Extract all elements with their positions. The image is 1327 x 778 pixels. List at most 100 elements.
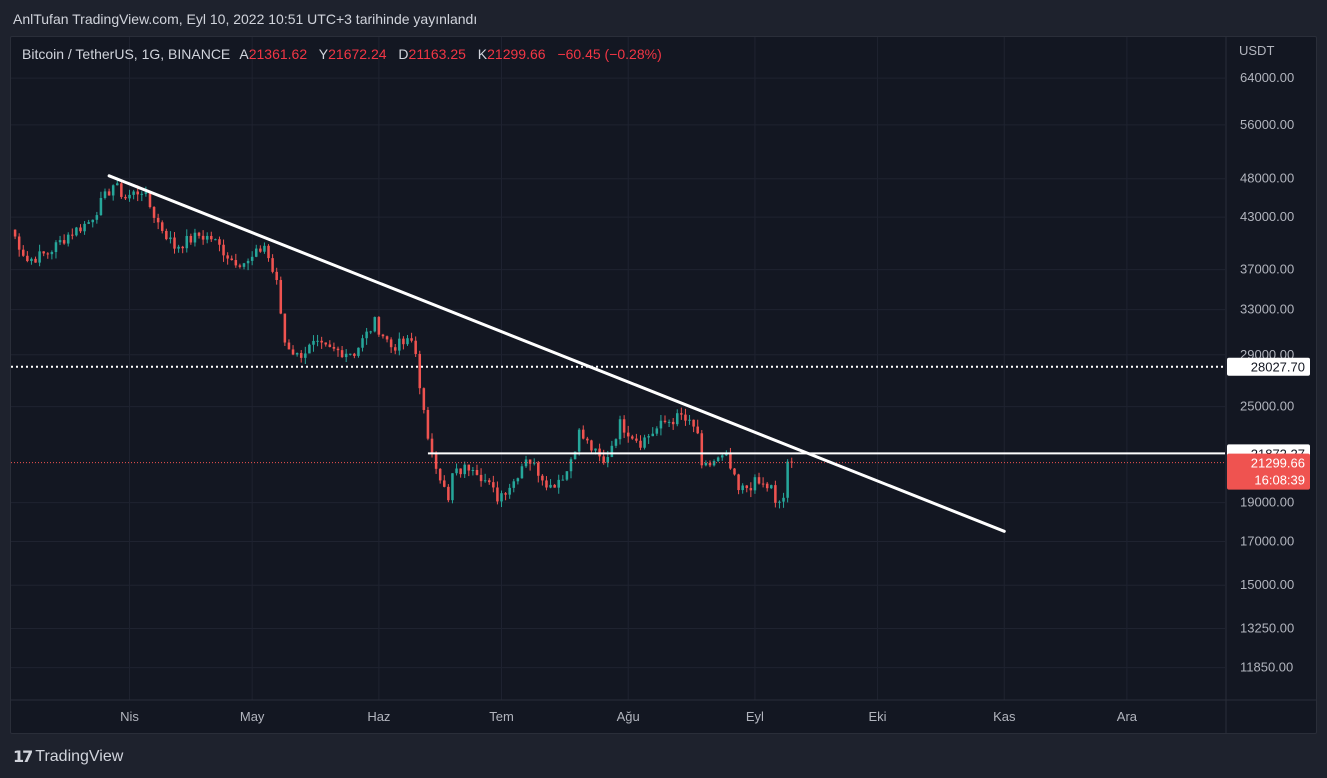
candle-body [410,338,413,341]
candle-body [586,438,589,441]
candle-body [111,185,115,196]
candle-body [406,338,409,345]
candle-body [205,235,209,240]
candle-body [116,183,119,186]
candle-body [639,440,642,448]
candle-body [17,236,21,250]
candle-body [246,260,250,264]
x-tick-label: Eyl [746,709,764,724]
candle-body [782,497,785,502]
candle-body [83,223,86,232]
candle-body [426,409,430,439]
candle-body [58,240,62,243]
open-value: 21361.62 [248,46,308,62]
candle-body [761,483,765,485]
candle-body [602,456,605,463]
candle-body [610,445,614,458]
candle-body [581,429,585,439]
publish-bar: AnlTufan TradingView.com, Eyl 10, 2022 1… [0,0,1327,36]
candle-body [389,339,393,348]
candle-body [91,219,95,223]
candle-body [487,480,491,483]
candle-body [528,459,532,464]
candle-body [144,192,148,194]
candle-body [373,317,377,332]
candle-body [659,420,663,429]
candle-body [541,475,544,481]
candle-body [684,414,687,421]
candle-body [483,480,487,482]
candle-body [765,483,769,489]
chart-frame [10,36,1317,734]
candle-body [749,488,753,491]
tradingview-brand: TradingView [35,747,124,765]
high-value: 21672.24 [328,46,387,62]
y-tick-label: 17000.00 [1240,533,1294,548]
candle-body [537,462,540,476]
candle-body [471,469,475,471]
low-label: D [398,46,409,62]
y-tick-label: 25000.00 [1240,399,1294,414]
candle-body [770,485,773,489]
candle-body [79,227,82,232]
y-tick-label: 48000.00 [1240,171,1294,186]
candle-body [565,471,569,480]
candle-body [210,235,213,240]
candle-body [132,191,135,195]
y-tick-label: 33000.00 [1240,302,1294,317]
candle-body [561,479,565,481]
symbol-legend: Bitcoin / TetherUS, 1G, BINANCE A21361.6… [22,46,662,62]
candle-body [647,436,650,438]
candle-body [291,349,295,355]
candle-body [128,194,131,199]
candle-body [42,251,45,254]
candle-body [651,433,655,437]
candle-body [299,353,303,358]
candle-body [271,258,274,272]
candle-body [618,419,622,440]
candle-body [447,486,450,501]
close-value: 21299.66 [487,46,546,62]
candle-body [165,230,168,240]
close-label: K [477,46,488,62]
candle-body [254,248,258,257]
candle-body [430,438,434,453]
publish-info: AnlTufan TradingView.com, Eyl 10, 2022 1… [13,11,478,27]
candle-body [492,482,495,488]
candle-body [287,342,291,350]
candle-body [414,340,417,354]
candle-body [545,480,548,488]
dotted-level-tag: 28027.70 [1251,360,1305,375]
candle-body [71,234,74,236]
y-tick-label: 19000.00 [1240,495,1294,510]
y-tick-label: 37000.00 [1240,262,1294,277]
candle-body [353,353,356,356]
symbol-name[interactable]: Bitcoin / TetherUS, 1G, BINANCE [22,46,231,62]
candle-body [716,457,720,462]
candle-body [688,419,691,421]
candle-body [62,240,66,244]
candle-body [316,340,319,342]
candle-body [230,258,233,261]
candle-body [741,485,744,491]
candle-body [569,459,573,472]
tradingview-logo[interactable]: 17 TradingView [13,747,123,766]
candle-body [573,451,577,460]
x-tick-label: Nis [120,709,139,724]
candle-body [459,468,462,475]
candle-body [508,487,511,495]
candle-body [606,457,610,463]
candle-body [120,183,123,197]
candle-body [34,258,37,263]
candle-body [663,420,667,423]
candle-body [201,235,205,240]
candle-body [148,192,152,208]
currency-label: USDT [1239,43,1274,58]
last-price-tag: 21299.66 [1251,456,1305,471]
candle-body [365,331,368,339]
candle-body [214,239,217,241]
candle-body [393,347,397,351]
candle-body [344,353,348,358]
candle-body [324,342,328,345]
